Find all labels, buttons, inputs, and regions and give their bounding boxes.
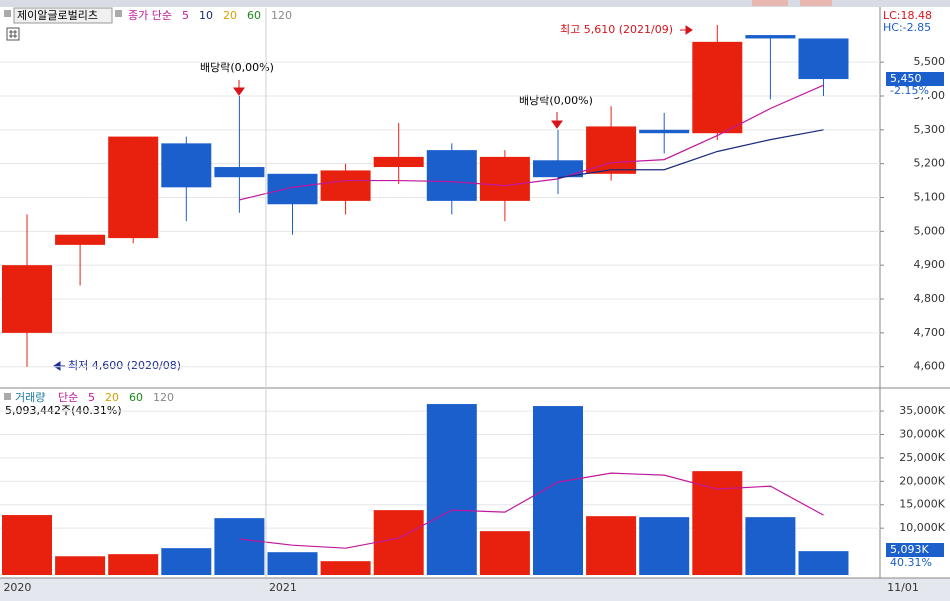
volume-bar — [55, 556, 106, 575]
volume-bar — [2, 515, 52, 575]
candle-body — [320, 170, 371, 201]
y-tick-label: 15,000K — [899, 498, 945, 511]
legend-entry: 20 — [105, 391, 119, 404]
menu-icon[interactable] — [4, 393, 11, 400]
volume-bar — [745, 517, 796, 575]
candle-body — [639, 129, 690, 134]
candle-body — [692, 41, 743, 134]
volume-bar — [108, 554, 159, 575]
y-tick-label: 10,000K — [899, 521, 945, 534]
top-tab — [752, 0, 788, 6]
chart-title: 제이알글로벌리츠 — [17, 8, 98, 22]
menu-icon[interactable] — [115, 10, 122, 17]
annotation: 배당락(0,00%) — [200, 61, 274, 74]
legend-entry: 60 — [129, 391, 143, 404]
y-tick-label: 5,200 — [914, 157, 946, 170]
x-axis-bar — [0, 578, 950, 601]
current-volume: 5,093K — [890, 543, 929, 556]
volume-bar — [373, 510, 424, 575]
annotation: 최고 5,610 (2021/09) — [560, 23, 673, 36]
volume-bar — [798, 551, 849, 575]
legend-prefix: 단순 — [58, 391, 78, 404]
volume-bar — [320, 561, 371, 575]
volume-bar — [426, 404, 477, 575]
y-tick-label: 4,900 — [914, 258, 946, 271]
legend-entry: 120 — [153, 391, 174, 404]
candle-body — [798, 38, 849, 80]
y-tick-label: 4,600 — [914, 360, 946, 373]
moving-average — [239, 472, 824, 549]
candle-body — [745, 35, 796, 39]
annotation: 최저 4,600 (2020/08) — [68, 359, 181, 372]
menu-icon[interactable] — [4, 10, 11, 17]
candle-body — [161, 143, 212, 188]
y-tick-label: 25,000K — [899, 451, 945, 464]
current-ratio: 40.31% — [890, 556, 932, 569]
annotation: 배당락(0,00%) — [519, 94, 593, 107]
y-tick-label: 5,500 — [914, 55, 946, 68]
x-tick-label: 2020 — [3, 581, 31, 594]
candle-body — [426, 150, 477, 201]
candle-body — [586, 126, 637, 174]
candle-body — [533, 160, 583, 178]
y-tick-label: 30,000K — [899, 427, 945, 440]
volume-bar — [692, 471, 743, 575]
top-tab — [800, 0, 832, 6]
candle-body — [55, 234, 106, 245]
volume-bar — [214, 518, 265, 575]
moving-average — [557, 129, 824, 179]
candle-body — [479, 156, 530, 201]
y-tick-label: 35,000K — [899, 404, 945, 417]
moving-average — [239, 84, 824, 201]
grid-icon-lines — [9, 30, 17, 38]
y-tick-label: 5,100 — [914, 191, 946, 204]
y-tick-label: 4,800 — [914, 292, 946, 305]
label-backdrop — [886, 86, 930, 97]
annotation-arrow — [680, 25, 693, 35]
annotation-arrow — [551, 112, 563, 129]
volume-title: 거래량 — [15, 391, 45, 404]
x-end-label: 11/01 — [887, 581, 919, 594]
title-box — [13, 7, 113, 24]
y-tick-label: 4,700 — [914, 326, 946, 339]
volume-bar — [639, 517, 690, 575]
legend-entry: 60 — [247, 9, 261, 22]
legend-prefix: 종가 단순 — [128, 9, 172, 22]
marks: 5,5005,4005,3005,2005,1005,0004,9004,800… — [0, 8, 946, 594]
candle-body — [108, 136, 159, 239]
annotation-arrow — [53, 361, 65, 371]
legend-entry: 20 — [223, 9, 237, 22]
volume-info: 5,093,442주(40.31%) — [5, 404, 122, 417]
top-strip — [0, 0, 950, 7]
candle-body — [267, 173, 318, 205]
current-price-box — [886, 72, 944, 86]
hc-label: HC:-2.85 — [883, 21, 931, 34]
volume-bar — [586, 516, 637, 575]
candle-body — [2, 265, 52, 333]
legend-entry: 120 — [271, 9, 292, 22]
candle-body — [373, 156, 424, 168]
y-tick-label: 20,000K — [899, 474, 945, 487]
legend-entry: 5 — [88, 391, 95, 404]
volume-bar — [533, 406, 583, 575]
legend-entry: 10 — [199, 9, 213, 22]
legend-entry: 5 — [182, 9, 189, 22]
current-price: 5,450 — [890, 72, 922, 85]
grid-icon[interactable] — [6, 27, 20, 41]
lc-label: LC:18.48 — [883, 9, 932, 22]
current-change: -2.15% — [890, 84, 929, 97]
current-volume-box — [886, 543, 944, 557]
volume-bar — [267, 552, 318, 575]
candle-body — [214, 167, 265, 178]
volume-bar — [479, 531, 530, 575]
x-tick-label: 2021 — [269, 581, 297, 594]
y-tick-label: 5,000 — [914, 224, 946, 237]
volume-bar — [161, 548, 212, 575]
y-tick-label: 5,300 — [914, 123, 946, 136]
annotation-arrow — [233, 80, 245, 96]
